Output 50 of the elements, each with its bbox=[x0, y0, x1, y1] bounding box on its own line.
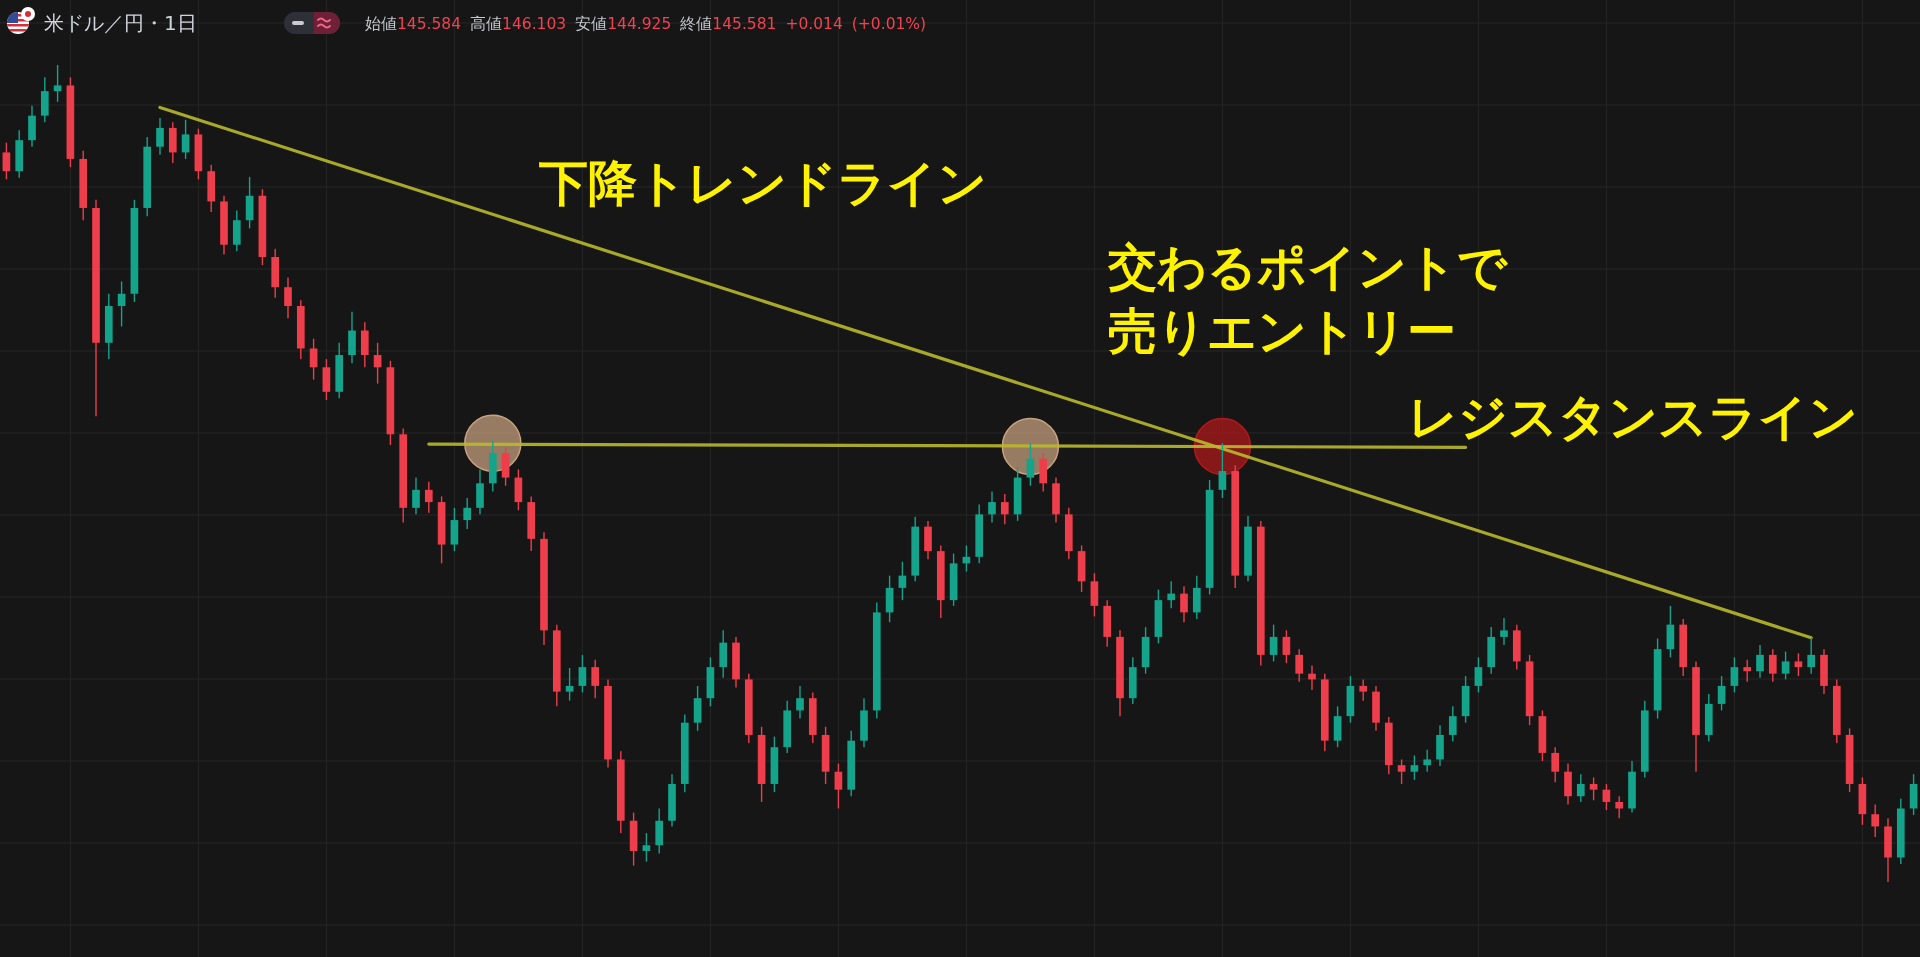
candlestick bbox=[156, 117, 164, 156]
candlestick bbox=[1781, 650, 1790, 681]
candlestick bbox=[1218, 442, 1227, 499]
candlestick bbox=[1500, 617, 1508, 646]
candlestick bbox=[1589, 776, 1598, 801]
text: 始値145.584 高値146.103 安値144.925 終値145.581 +0.014 (+0.01%) bbox=[365, 15, 927, 33]
candlestick bbox=[1167, 580, 1176, 609]
candlestick bbox=[284, 276, 292, 319]
candlestick bbox=[412, 476, 420, 516]
candlestick bbox=[53, 64, 62, 103]
candlestick bbox=[181, 119, 190, 160]
candlestick bbox=[1756, 644, 1764, 679]
chart-title: 米ドル／円・1日 bbox=[44, 11, 197, 35]
candlestick bbox=[1730, 656, 1739, 694]
candlestick bbox=[1615, 795, 1624, 819]
candlestick bbox=[578, 654, 587, 694]
candlestick bbox=[309, 338, 318, 381]
candlestick bbox=[1717, 675, 1726, 712]
candlestick bbox=[1807, 637, 1816, 675]
candlestick bbox=[1551, 746, 1560, 784]
candlestick bbox=[796, 685, 804, 720]
candlestick bbox=[1576, 773, 1585, 803]
annotation: 下降トレンドライン bbox=[539, 155, 987, 212]
candlestick bbox=[591, 659, 600, 699]
candlestick bbox=[2, 141, 11, 181]
candlestick bbox=[1180, 585, 1188, 623]
candlestick bbox=[1768, 648, 1777, 683]
candlestick bbox=[1282, 629, 1291, 664]
candlestick bbox=[1397, 758, 1406, 785]
candlestick bbox=[1794, 652, 1803, 677]
candlestick bbox=[1474, 656, 1483, 694]
annotation: 交わるポイントで売りエントリー bbox=[1107, 239, 1508, 360]
candlestick bbox=[463, 497, 472, 530]
candlestick bbox=[1423, 748, 1432, 773]
candlestick bbox=[1295, 648, 1304, 683]
candlestick bbox=[424, 480, 433, 514]
annotation: レジスタンスライン bbox=[1408, 389, 1858, 446]
candlestick bbox=[1026, 442, 1035, 487]
candlestick bbox=[1308, 664, 1316, 691]
candlestick bbox=[1410, 754, 1419, 781]
candlestick bbox=[988, 490, 996, 524]
candlestick bbox=[1000, 493, 1009, 525]
candlestick bbox=[834, 762, 843, 810]
candlestick bbox=[1359, 678, 1368, 702]
candlestick bbox=[565, 667, 574, 702]
candlestick bbox=[1269, 623, 1278, 663]
candlestick bbox=[642, 832, 651, 863]
candlestick bbox=[1448, 705, 1457, 743]
candlestick bbox=[1871, 803, 1880, 838]
candlestick bbox=[1743, 659, 1752, 683]
